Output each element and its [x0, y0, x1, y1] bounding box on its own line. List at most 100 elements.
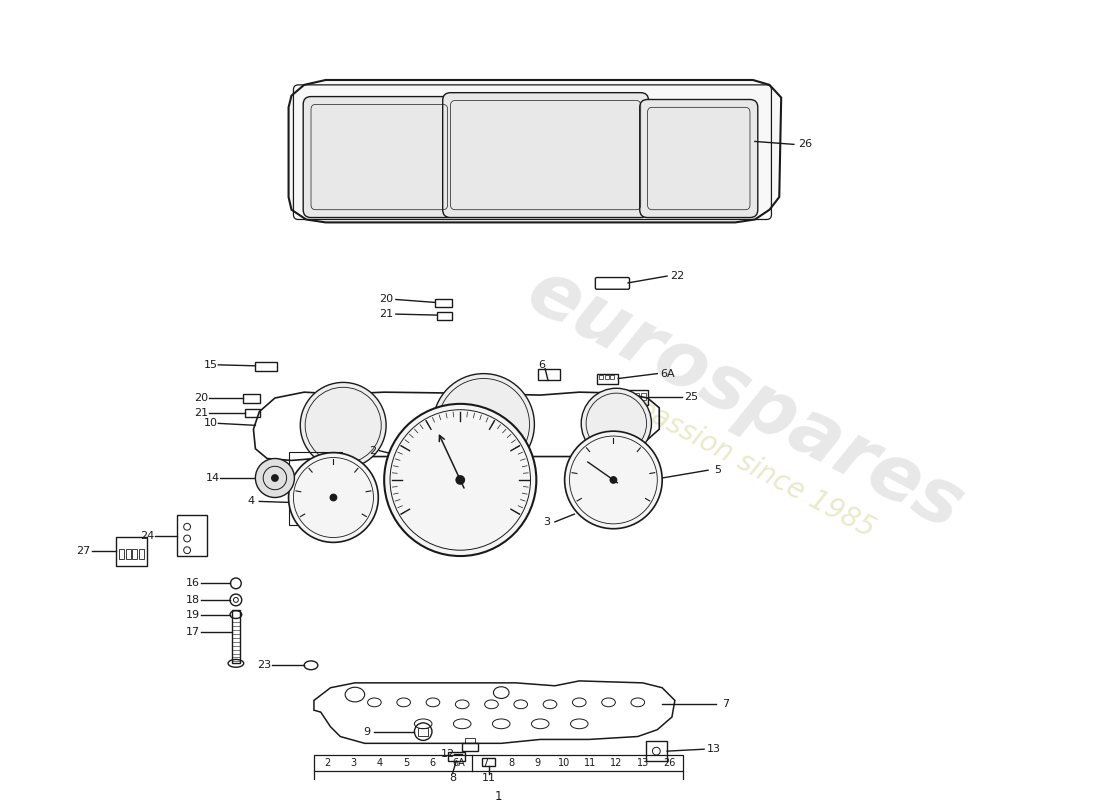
- Bar: [448, 752, 465, 761]
- Bar: [605, 374, 608, 379]
- Text: 18: 18: [186, 595, 200, 605]
- Bar: [614, 393, 618, 400]
- Bar: [243, 394, 261, 403]
- Text: 6A: 6A: [661, 369, 675, 378]
- Bar: [597, 374, 618, 384]
- Text: 16: 16: [186, 578, 200, 588]
- Text: 24: 24: [140, 530, 154, 541]
- Circle shape: [288, 453, 378, 542]
- Text: 15: 15: [204, 360, 218, 370]
- Bar: [437, 312, 452, 320]
- Circle shape: [581, 388, 651, 458]
- Bar: [538, 369, 560, 381]
- Text: KM/H: KM/H: [450, 454, 471, 463]
- Bar: [610, 374, 615, 379]
- Text: 20: 20: [379, 294, 393, 305]
- Bar: [314, 755, 683, 770]
- Circle shape: [455, 475, 465, 485]
- Text: PORSCHE: PORSCHE: [304, 505, 327, 510]
- Text: 19: 19: [186, 610, 200, 619]
- Circle shape: [384, 404, 537, 556]
- Text: 23: 23: [257, 660, 272, 670]
- Circle shape: [271, 474, 278, 482]
- Text: 20: 20: [194, 393, 208, 403]
- Text: 7: 7: [722, 699, 729, 710]
- Text: ★: ★: [454, 493, 466, 506]
- Text: 27: 27: [77, 546, 91, 556]
- Bar: [288, 452, 342, 525]
- Bar: [610, 390, 648, 405]
- FancyBboxPatch shape: [304, 97, 455, 218]
- Text: 25: 25: [684, 392, 699, 402]
- Bar: [132, 550, 138, 559]
- Text: eurospares: eurospares: [515, 254, 976, 546]
- Bar: [620, 393, 625, 400]
- Text: TEMP: TEMP: [308, 517, 322, 522]
- Text: 9: 9: [363, 726, 371, 737]
- Text: 4: 4: [377, 758, 383, 768]
- Bar: [482, 758, 495, 766]
- Text: 21: 21: [194, 408, 208, 418]
- Text: 8: 8: [449, 774, 456, 783]
- Bar: [418, 728, 428, 735]
- Bar: [255, 362, 277, 370]
- Bar: [232, 610, 240, 663]
- Bar: [462, 743, 477, 751]
- Polygon shape: [288, 80, 781, 222]
- FancyBboxPatch shape: [442, 93, 649, 218]
- Text: 10: 10: [558, 758, 570, 768]
- Circle shape: [433, 374, 535, 475]
- Bar: [244, 409, 261, 417]
- Text: 5: 5: [404, 758, 409, 768]
- Text: 11: 11: [482, 774, 495, 783]
- Text: 6A: 6A: [452, 758, 465, 768]
- Text: 17: 17: [186, 627, 200, 637]
- Text: KM/H: KM/H: [307, 493, 323, 498]
- Text: 21: 21: [379, 309, 393, 319]
- Text: 7: 7: [482, 758, 488, 768]
- Text: 13: 13: [707, 744, 721, 754]
- Bar: [598, 374, 603, 379]
- Circle shape: [255, 458, 295, 498]
- Text: 3: 3: [351, 758, 356, 768]
- FancyBboxPatch shape: [640, 99, 758, 218]
- Circle shape: [609, 476, 617, 484]
- Bar: [640, 393, 646, 400]
- Text: 13: 13: [637, 758, 649, 768]
- Text: 12: 12: [440, 749, 454, 759]
- Text: km/h: km/h: [452, 508, 469, 514]
- Text: 11: 11: [584, 758, 596, 768]
- Bar: [465, 738, 475, 743]
- Text: 12: 12: [610, 758, 623, 768]
- Text: 3: 3: [543, 517, 551, 527]
- Text: 1: 1: [495, 790, 502, 800]
- Bar: [177, 515, 207, 556]
- Circle shape: [300, 382, 386, 468]
- Text: ÖL-DRUCK: ÖL-DRUCK: [597, 489, 630, 494]
- Text: 26: 26: [799, 139, 813, 150]
- Text: 5: 5: [714, 465, 722, 475]
- Bar: [116, 537, 147, 566]
- Text: 2: 2: [324, 758, 331, 768]
- Circle shape: [330, 494, 338, 502]
- Text: passion since 1985: passion since 1985: [630, 394, 879, 543]
- Text: 10: 10: [204, 418, 218, 428]
- Bar: [434, 298, 452, 307]
- Text: 14: 14: [206, 473, 220, 483]
- Circle shape: [564, 431, 662, 529]
- Text: VOLT: VOLT: [605, 462, 623, 468]
- Text: 2: 2: [368, 446, 376, 456]
- Bar: [646, 742, 667, 761]
- Text: 8: 8: [508, 758, 515, 768]
- Bar: [634, 393, 639, 400]
- Text: 4: 4: [248, 497, 255, 506]
- Bar: [125, 550, 131, 559]
- Bar: [627, 393, 631, 400]
- Text: PORSCHE: PORSCHE: [446, 466, 475, 470]
- Text: 9: 9: [535, 758, 541, 768]
- Bar: [119, 550, 123, 559]
- Text: 6: 6: [539, 360, 546, 370]
- Text: 26: 26: [663, 758, 675, 768]
- Text: 6: 6: [430, 758, 436, 768]
- Bar: [140, 550, 144, 559]
